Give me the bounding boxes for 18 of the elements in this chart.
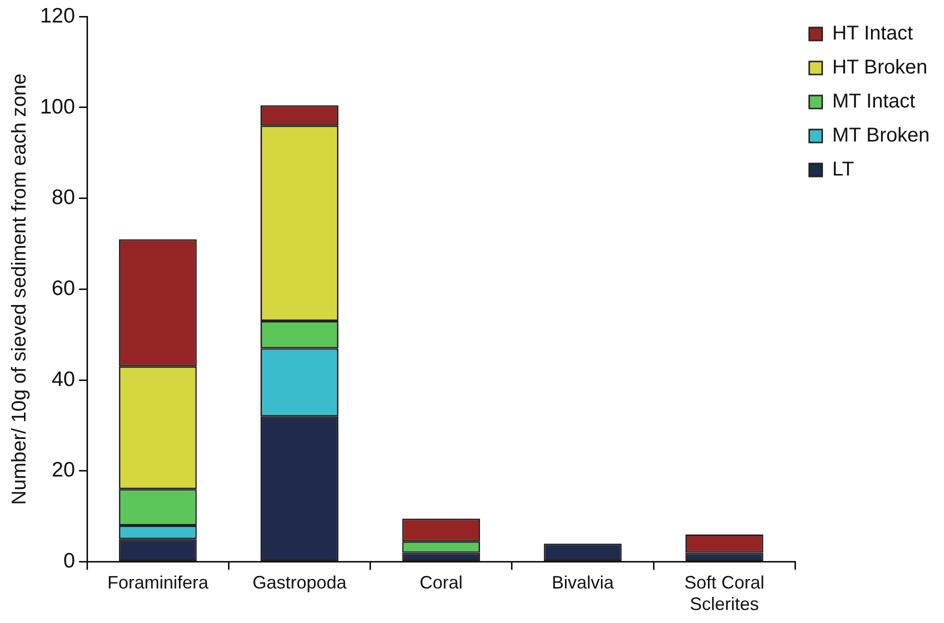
y-tick-label: 120: [40, 4, 76, 28]
x-tick-label: Bivalvia: [552, 572, 615, 593]
legend-label: HT Intact: [832, 22, 914, 45]
x-tick-label: Soft Coral Sclerites: [684, 572, 764, 614]
x-tick-label: Gastropoda: [252, 572, 348, 593]
y-tick-label: 100: [40, 95, 76, 118]
legend-label: MT Broken: [832, 124, 930, 147]
x-tick-label: Foraminifera: [107, 572, 210, 593]
legend-label: LT: [832, 158, 854, 181]
x-tick-label: Coral: [420, 572, 463, 593]
y-tick-label: 0: [63, 550, 76, 573]
y-tick-label: 40: [52, 368, 76, 391]
y-tick-label: 20: [52, 458, 76, 482]
legend-label: HT Broken: [832, 56, 928, 79]
y-axis-title: Number/ 10g of sieved sediment from each zone: [8, 74, 31, 505]
y-tick-label: 60: [52, 276, 76, 300]
y-tick-label: 80: [52, 186, 76, 210]
legend-label: MT Intact: [832, 90, 916, 113]
